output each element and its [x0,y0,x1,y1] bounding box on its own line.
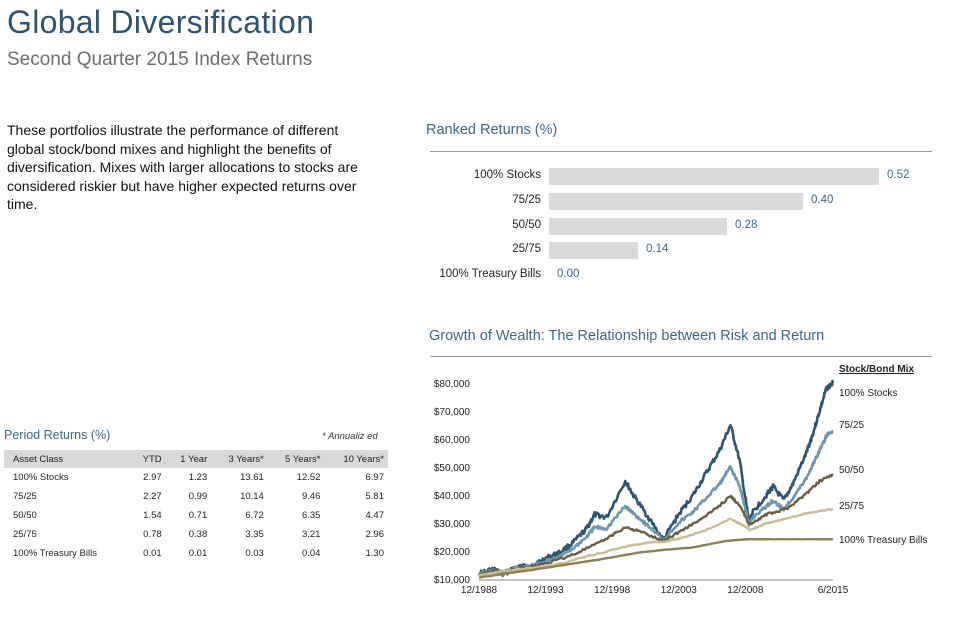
period-returns-table: Asset Class YTD 1 Year 3 Years* 5 Years*… [4,450,388,563]
ranked-returns-title: Ranked Returns (%) [426,122,558,138]
col-header-ytd: YTD [130,450,166,468]
y-tick-label: $20,000 [434,547,471,558]
series-label: 25/75 [839,501,864,512]
y-tick-label: $70,000 [434,407,471,418]
series-label: 100% Stocks [839,388,897,399]
series-label: 50/50 [839,465,864,476]
cell: 1.23 [188,472,208,483]
ranked-value-label: 0.14 [646,243,669,256]
cell: 3.21 [301,529,321,540]
series-label: 100% Treasury Bills [839,535,927,546]
page-title: Global Diversification [7,4,315,40]
ranked-bar [549,192,803,210]
ranked-category-label: 100% Stocks [473,169,541,181]
cell: 13.61 [240,472,264,483]
cell: 0.38 [188,529,208,540]
y-tick-label: $40,000 [434,491,471,502]
col-header-5-years: 5 Years* [267,450,325,468]
x-tick-label: 12/1998 [594,585,631,596]
intro-paragraph: These portfolios illustrate the performa… [7,122,358,212]
col-header-asset-class: Asset Class [4,450,131,468]
cell: 25/75 [13,529,37,540]
cell: 2.97 [143,472,162,483]
ranked-value-label: 0.40 [811,193,834,206]
cell: 50/50 [13,510,37,521]
table-row: 50/50 1.54 0.71 6.72 6.35 4.47 [4,506,388,525]
page-subtitle: Second Quarter 2015 Index Returns [7,49,313,70]
ranked-category-label: 100% Treasury Bills [439,268,541,281]
y-tick-label: $10,000 [434,575,471,586]
ranked-returns-chart: 100% Stocks 0.52 75/25 0.40 50/50 0.28 25/75 0.… [425,160,935,290]
cell: 6.35 [301,510,321,521]
cell: 6.97 [365,472,385,483]
series-line [478,538,834,579]
cell: 2.96 [365,529,385,540]
ranked-bar [549,217,727,235]
y-tick-label: $60,000 [434,435,471,446]
col-header-10-years: 10 Years* [324,450,388,468]
cell: 0.03 [245,548,264,559]
cell: 1.30 [365,548,385,559]
growth-of-wealth-chart: $10,000 $20,000 $30,000 $40,000 $50,000 $60,0… [434,364,928,596]
growth-chart-title: Growth of Wealth: The Relationship betwe… [429,328,825,344]
x-tick-label: 12/2003 [661,585,698,596]
series-line [477,429,834,577]
col-header-1-year: 1 Year [165,450,212,468]
cell: 0.01 [188,548,208,559]
cell: 5.81 [365,491,385,502]
cell: 100% Treasury Bills [13,548,97,559]
ranked-category-label: 75/25 [512,193,541,206]
x-tick-label: 12/1993 [528,585,565,596]
cell: 0.99 [188,491,208,502]
cell: 0.78 [143,529,162,540]
cell: 4.47 [365,510,385,521]
cell: 12.52 [296,472,321,483]
col-header-3-years: 3 Years* [211,450,268,468]
table-row: 75/25 2.27 0.99 10.14 9.46 5.81 [4,487,388,506]
cell: 2.27 [143,491,162,502]
ranked-value-label: 0.00 [557,268,580,281]
table-row: 25/75 0.78 0.38 3.35 3.21 2.96 [4,525,388,544]
y-tick-label: $50,000 [434,463,471,474]
cell: 10.14 [240,491,264,502]
cell: 0.04 [301,548,321,559]
cell: 6.72 [245,510,264,521]
cell: 3.35 [245,529,264,540]
x-tick-label: 6/2015 [818,585,849,596]
series-label: 75/25 [839,420,864,431]
annualized-note: * Annualiz ed [322,431,378,442]
table-row: 100% Treasury Bills 0.01 0.01 0.03 0.04 … [4,544,388,563]
table-header-row: Asset Class YTD 1 Year 3 Years* 5 Years*… [4,450,388,468]
cell: 0.71 [188,510,208,521]
ranked-value-label: 0.52 [887,169,910,181]
table-row: 100% Stocks 2.97 1.23 13.61 12.52 6.97 [4,468,388,487]
ranked-category-label: 25/75 [512,243,541,256]
period-returns-title: Period Returns (%) [4,428,111,442]
ranked-returns-divider [430,151,932,152]
x-tick-label: 12/2008 [727,585,764,596]
series-line [478,379,835,578]
ranked-value-label: 0.28 [735,218,758,231]
y-tick-label: $80,000 [434,379,471,390]
series-line [478,473,834,577]
ranked-bar [549,242,638,260]
ranked-category-label: 50/50 [512,218,541,231]
ranked-bar [549,168,879,185]
x-tick-label: 12/1988 [461,585,498,596]
series-line [478,507,834,577]
growth-chart-divider [430,356,932,357]
cell: 75/25 [13,491,37,502]
cell: 0.01 [143,548,162,559]
cell: 1.54 [143,510,162,521]
cell: 9.46 [301,491,321,502]
cell: 100% Stocks [13,472,69,483]
y-tick-label: $30,000 [434,519,471,530]
legend-title: Stock/Bond Mix [839,364,914,375]
